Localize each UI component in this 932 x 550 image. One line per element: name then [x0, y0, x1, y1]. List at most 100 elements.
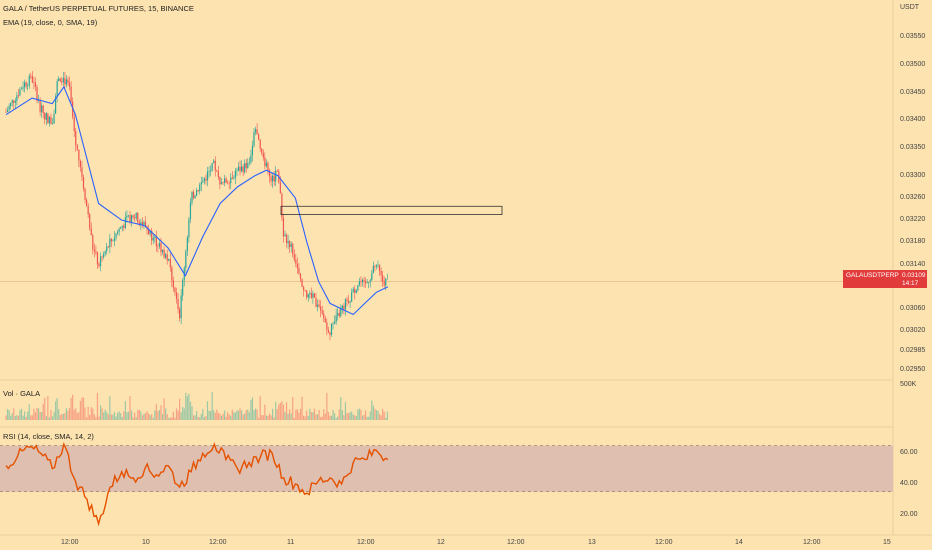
volume-bar	[225, 416, 227, 420]
candle-body	[6, 110, 9, 113]
volume-bar	[107, 414, 109, 420]
candle-body	[53, 113, 55, 124]
volume-bar	[267, 416, 269, 420]
volume-bar	[67, 410, 69, 420]
candle-body	[28, 75, 30, 86]
candle-body	[289, 241, 291, 247]
candle-body	[25, 82, 27, 87]
volume-bar	[104, 409, 106, 420]
candle-body	[210, 171, 212, 172]
candle-body	[382, 275, 384, 282]
volume-bar	[41, 412, 43, 420]
volume-bar	[320, 417, 322, 420]
volume-bar	[22, 415, 24, 420]
candle-body	[95, 251, 97, 253]
candle-body	[374, 265, 376, 267]
rsi-tick: 20.00	[900, 510, 918, 518]
volume-bar	[273, 417, 275, 420]
candle-body	[24, 82, 26, 88]
rsi-legend: RSI (14, close, SMA, 14, 2)	[3, 432, 94, 441]
volume-bar	[31, 415, 33, 420]
volume-bar	[372, 405, 374, 420]
volume-bar	[337, 416, 339, 420]
candle-body	[372, 265, 374, 274]
candle-body	[31, 76, 33, 83]
volume-bar	[265, 415, 267, 420]
price-tick: 0.03260	[900, 193, 926, 201]
candle-body	[301, 278, 303, 287]
volume-bar	[239, 408, 241, 420]
volume-bar	[303, 415, 305, 420]
volume-bar	[55, 401, 57, 420]
volume-bar	[58, 409, 60, 420]
candle-body	[338, 312, 340, 317]
volume-bar	[332, 409, 334, 420]
candle-body	[228, 182, 230, 184]
candle-body	[321, 310, 323, 314]
price-tick: 0.03060	[900, 304, 926, 312]
candle-body	[154, 237, 156, 238]
ema-layer	[5, 85, 389, 316]
volume-bar	[295, 409, 297, 420]
candle-body	[45, 113, 47, 120]
rsi-line	[5, 442, 389, 527]
candle-body	[326, 322, 328, 330]
volume-bar	[155, 404, 157, 420]
volume-bar	[93, 414, 95, 420]
volume-bar	[134, 412, 136, 420]
volume-bar	[358, 408, 360, 420]
candle-body	[247, 162, 249, 169]
volume-bar	[99, 405, 102, 420]
candle-body	[312, 293, 314, 298]
candle-body	[84, 188, 86, 201]
volume-bar	[338, 409, 340, 420]
candle-body	[152, 237, 154, 241]
candle-body	[214, 160, 216, 171]
candle-body	[189, 202, 192, 220]
candle-body	[256, 129, 258, 135]
volume-bar	[117, 412, 119, 420]
time-tick: 10	[142, 539, 150, 546]
candle-body	[79, 160, 81, 168]
candle-body	[99, 256, 102, 266]
candle-body	[332, 323, 334, 325]
volume-bar	[168, 417, 170, 420]
price-tick: 0.03020	[900, 327, 926, 335]
volume-bar	[28, 404, 30, 420]
candle-body	[8, 106, 10, 111]
rsi-tick: 60.00	[900, 449, 918, 457]
volume-bar	[222, 413, 224, 420]
candle-body	[213, 160, 215, 163]
candle-body	[123, 225, 125, 228]
volume-bar	[34, 412, 37, 420]
candle-body	[98, 264, 100, 266]
candle-body	[33, 82, 35, 83]
candle-body	[298, 268, 300, 274]
volume-bar	[279, 402, 281, 420]
volume-bar	[310, 412, 312, 420]
candle-body	[110, 238, 112, 242]
candle-body	[180, 295, 182, 319]
candle-body	[50, 116, 52, 124]
candle-body	[90, 228, 92, 236]
volume-bar	[79, 400, 81, 420]
candle-body	[254, 129, 257, 133]
candle-body	[65, 79, 68, 85]
volume-bar	[127, 411, 130, 420]
time-tick: 12:00	[803, 539, 821, 546]
zone-rectangle-drawing[interactable]	[280, 205, 503, 215]
candle-body	[378, 264, 381, 271]
candle-body	[92, 235, 94, 250]
candle-body	[106, 246, 108, 252]
volume-bar	[197, 417, 199, 420]
volume-bar	[115, 416, 117, 420]
candle-body	[267, 162, 269, 171]
candle-body	[113, 237, 116, 241]
candle-body	[177, 298, 179, 310]
volume-bar	[20, 408, 23, 420]
volume-bar	[313, 408, 316, 420]
volume-bar	[62, 413, 64, 420]
volume-bar	[160, 405, 162, 420]
volume-bar	[59, 414, 61, 420]
